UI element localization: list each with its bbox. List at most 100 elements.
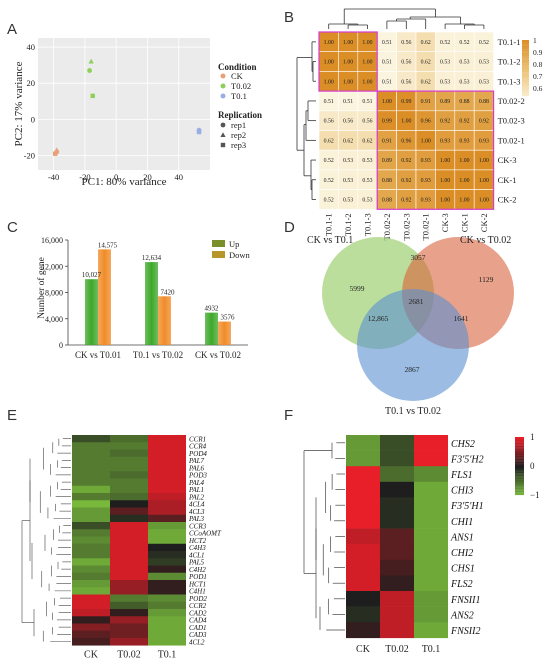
correlation-cell-value: 0.53: [440, 60, 450, 66]
heatmap-cell: [380, 528, 414, 545]
heatmap-cell: [72, 514, 110, 523]
heatmap-cell: [72, 500, 110, 508]
colorbar-step: [515, 471, 524, 474]
heatmap-cell: [346, 450, 380, 467]
gene-label: HCT2: [188, 537, 207, 545]
heatmap-cell: [72, 522, 110, 530]
colorbar-step: [522, 55, 529, 57]
legend-marker-rep2: [220, 132, 226, 137]
correlation-colorbar: 1 0.9 0.8 0.7 0.6: [522, 36, 543, 97]
colorbar-step: [522, 54, 529, 56]
heatmap-cell: [110, 638, 148, 646]
gene-label: CAD2: [189, 609, 207, 617]
panel-label-a: A: [7, 21, 17, 38]
pca-point: [88, 58, 94, 64]
heatmap-cell: [148, 601, 186, 610]
colorbar-step: [515, 486, 524, 488]
correlation-cell-value: 1.00: [440, 178, 450, 184]
colorbar-step: [522, 86, 529, 88]
heatmap-cell: [72, 507, 110, 516]
correlation-row-labels: T0.1-1 T0.1-2 T0.1-3 T0.02-2 T0.02-3 T0.02-1 C…: [498, 37, 525, 205]
heatmap-cell: [110, 616, 148, 624]
bar-y-tick-label: 12,000: [41, 262, 63, 271]
colorbar-step: [522, 68, 529, 70]
bar-y-tick-label: 4,000: [45, 315, 63, 324]
heatmap-cell: [148, 536, 186, 545]
colorbar-tick: 0.6: [533, 84, 543, 93]
pca-plot-area: [38, 38, 210, 170]
panel-label-f: F: [284, 407, 293, 424]
panel-label-d: D: [284, 219, 295, 236]
heatmap-cell: [148, 565, 186, 574]
correlation-row-label: CK-2: [498, 194, 517, 204]
correlation-cell-value: 1.00: [459, 158, 469, 164]
bar-down: [218, 321, 231, 345]
gene-label: POD1: [188, 573, 207, 581]
gene-label: CCR3: [189, 522, 207, 530]
pca-point: [53, 151, 58, 156]
colorbar-step: [522, 89, 529, 91]
colorbar-step: [522, 44, 529, 46]
heatmap-cell: [148, 616, 186, 624]
heatmap-cell: [110, 522, 148, 530]
colorbar-step: [522, 72, 529, 74]
colorbar-step: [515, 437, 524, 439]
correlation-cell-value: 0.93: [421, 158, 431, 164]
heatmap-cell: [72, 464, 110, 472]
venn-circle-t01-vs-t002: [357, 289, 469, 401]
gene-label: POD2: [188, 595, 207, 603]
heatmap-cell: [72, 594, 110, 603]
heatmap-cell: [110, 449, 148, 458]
heatmap-cell: [72, 638, 110, 646]
venn-set-label-a: CK vs T0.1: [307, 235, 353, 246]
correlation-cell-value: 0.51: [343, 99, 353, 105]
bar-value-label: 7420: [161, 288, 176, 296]
colorbar-step: [515, 481, 524, 484]
correlation-col-label: CK-3: [440, 213, 450, 232]
correlation-cell-value: 1.00: [343, 60, 353, 66]
colorbar-step: [522, 94, 529, 97]
colorbar-step: [515, 479, 524, 481]
pca-y-tick: 40: [27, 42, 36, 52]
heatmap-col-label: T0.02: [117, 649, 141, 660]
heatmap-cell: [72, 471, 110, 479]
colorbar-step: [522, 65, 529, 67]
flavonoid-cells: [346, 435, 448, 639]
heatmap-cell: [72, 616, 110, 624]
heatmap-cell: [72, 609, 110, 617]
phenylpropanoid-cells: [72, 435, 186, 646]
bar-category-label: CK vs T0.02: [195, 350, 241, 360]
bar-category-label: T0.1 vs T0.02: [133, 350, 183, 360]
heatmap-cell: [110, 594, 148, 603]
correlation-row-label: T0.02-3: [498, 116, 525, 126]
colorbar-step: [515, 489, 524, 491]
colorbar-step: [515, 468, 524, 471]
correlation-cell-value: 0.92: [401, 158, 411, 164]
correlation-cell-value: 0.96: [401, 138, 411, 144]
heatmap-cell: [110, 493, 148, 501]
correlation-cell-value: 1.00: [362, 40, 372, 46]
correlation-cell-value: 0.52: [479, 40, 489, 46]
colorbar-step: [515, 444, 524, 446]
colorbar-step: [522, 77, 529, 80]
correlation-row-label: T0.1-2: [498, 57, 521, 67]
heatmap-cell: [148, 478, 186, 487]
correlation-col-labels: T0.1-1 T0.1-2 T0.1-3 T0.02-2 T0.02-3 T0.02-1 C…: [324, 213, 489, 240]
pca-x-tick: -20: [79, 172, 90, 182]
pca-y-tick: -20: [24, 151, 35, 161]
legend-label: T0.02: [231, 81, 251, 91]
colorbar-step: [515, 484, 524, 487]
heatmap-cell: [72, 442, 110, 450]
heatmap-cell: [346, 544, 380, 561]
gene-label: HCT1: [188, 580, 206, 588]
legend-label: rep1: [231, 120, 246, 130]
colorbar-step: [515, 441, 524, 443]
gene-label: CHI1: [451, 517, 473, 528]
colorbar-step: [522, 83, 529, 85]
heatmap-cell: [148, 442, 186, 450]
colorbar-step: [515, 464, 524, 467]
correlation-cell-value: 0.56: [401, 40, 411, 46]
heatmap-cell: [110, 514, 148, 523]
colorbar-step: [515, 451, 524, 454]
